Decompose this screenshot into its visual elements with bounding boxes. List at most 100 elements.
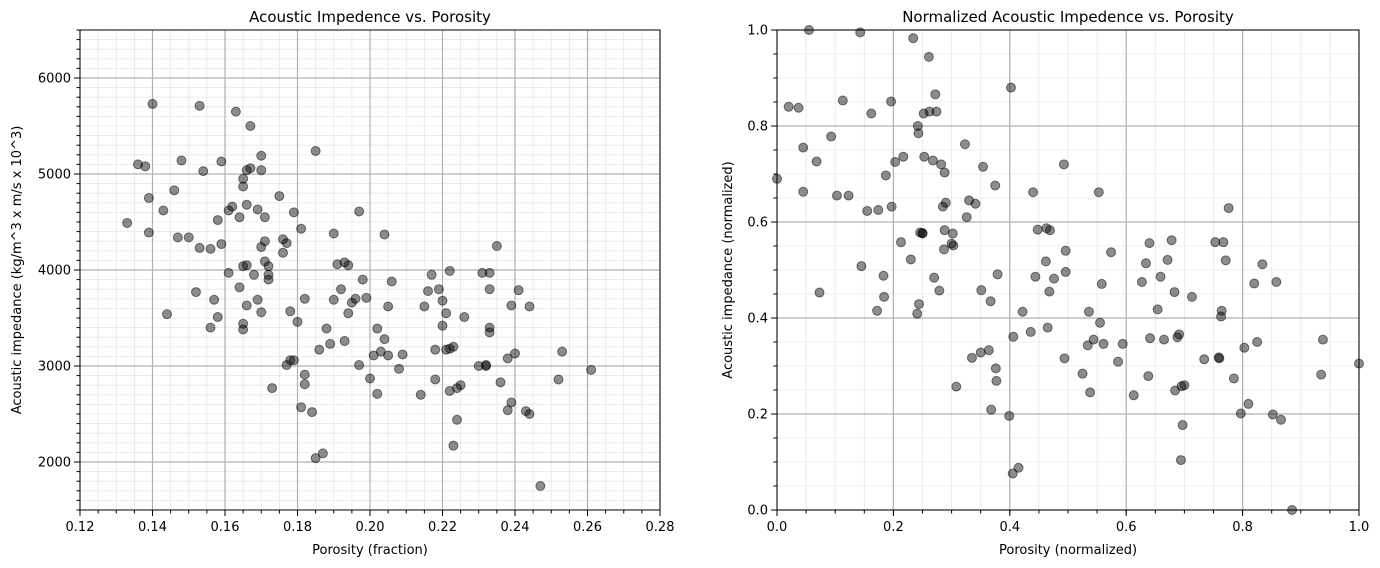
data-point [872, 305, 883, 316]
data-point [524, 301, 535, 312]
data-point [1210, 237, 1221, 248]
y-axis-label: Acoustic impedance (kg/m^3 x m/s x 10^3) [10, 126, 25, 415]
data-point [459, 312, 470, 323]
data-point [939, 244, 950, 255]
data-point [793, 102, 804, 113]
data-point [274, 191, 285, 202]
data-point [216, 156, 227, 167]
data-point [176, 155, 187, 166]
data-point [811, 156, 822, 167]
data-point [194, 100, 205, 111]
data-point [426, 269, 437, 280]
data-point [1220, 255, 1231, 266]
data-point [285, 355, 296, 366]
data-point [1228, 373, 1239, 384]
data-point [1030, 271, 1041, 282]
data-point [856, 261, 867, 272]
data-point [216, 239, 227, 250]
data-point [1059, 353, 1070, 364]
x-tick-label: 1.0 [1349, 520, 1370, 535]
data-point [477, 267, 488, 278]
data-point [1085, 387, 1096, 398]
data-point [961, 212, 972, 223]
data-point [924, 106, 935, 117]
data-point [1257, 259, 1268, 270]
data-point [1159, 334, 1170, 345]
data-point [491, 241, 502, 251]
data-point [1128, 390, 1139, 401]
data-point [495, 377, 506, 388]
x-tick-label: 0.0 [767, 520, 788, 535]
data-point [256, 165, 267, 176]
data-point [814, 287, 825, 298]
x-tick-label: 0.20 [356, 520, 385, 535]
data-point [285, 306, 296, 317]
data-point [423, 286, 433, 297]
y-tick-label: 2000 [38, 456, 71, 471]
y-tick-label: 6000 [38, 72, 71, 87]
y-tick-label: 5000 [38, 168, 71, 183]
x-tick-label: 0.8 [1232, 520, 1253, 535]
data-point [1145, 333, 1156, 344]
data-point [386, 276, 397, 287]
y-tick-label: 0.8 [747, 120, 768, 135]
data-point [986, 404, 997, 415]
data-point [586, 364, 597, 375]
data-point [238, 173, 249, 184]
data-point [919, 151, 930, 162]
data-point [886, 201, 897, 212]
data-point [205, 322, 216, 333]
data-point [990, 363, 1001, 374]
data-point [263, 261, 274, 272]
data-point [1044, 286, 1055, 297]
data-point [923, 51, 934, 62]
data-point [880, 170, 891, 181]
data-point [1271, 277, 1282, 287]
data-point [339, 336, 350, 347]
data-point [310, 145, 321, 156]
data-point [502, 353, 513, 364]
y-tick-label: 0.4 [747, 312, 768, 327]
y-tick-label: 0.0 [747, 504, 768, 519]
data-point [383, 301, 394, 312]
data-point [966, 352, 977, 363]
data-point [557, 346, 568, 357]
data-point [1252, 337, 1263, 347]
data-point [510, 348, 520, 359]
data-point [983, 345, 994, 356]
data-point [241, 300, 252, 311]
data-point [553, 374, 564, 385]
y-tick-label: 3000 [38, 360, 71, 375]
data-point [975, 347, 986, 358]
data-point [259, 212, 270, 223]
data-point [1317, 334, 1328, 345]
data-point [325, 338, 336, 349]
data-point [238, 324, 249, 335]
data-point [1028, 187, 1039, 198]
data-point [990, 180, 1001, 191]
data-point [991, 375, 1002, 386]
data-point [929, 272, 940, 283]
data-point [259, 236, 270, 247]
data-point [798, 186, 809, 197]
data-point [837, 95, 848, 106]
data-point [1136, 277, 1147, 287]
data-point [843, 190, 854, 201]
x-tick-label: 0.12 [66, 520, 95, 535]
data-point [310, 453, 321, 464]
data-point [862, 205, 873, 216]
data-point [930, 89, 941, 100]
data-point [158, 205, 169, 216]
data-point [1106, 247, 1117, 258]
data-point [1008, 331, 1019, 342]
data-point [506, 300, 517, 311]
data-point [354, 206, 365, 217]
data-point [299, 293, 310, 304]
data-point [307, 407, 317, 418]
data-point [826, 131, 837, 142]
x-tick-label: 0.16 [211, 520, 240, 535]
data-point [918, 108, 929, 119]
data-point [484, 327, 495, 338]
data-point [317, 448, 328, 459]
data-point [444, 385, 455, 396]
